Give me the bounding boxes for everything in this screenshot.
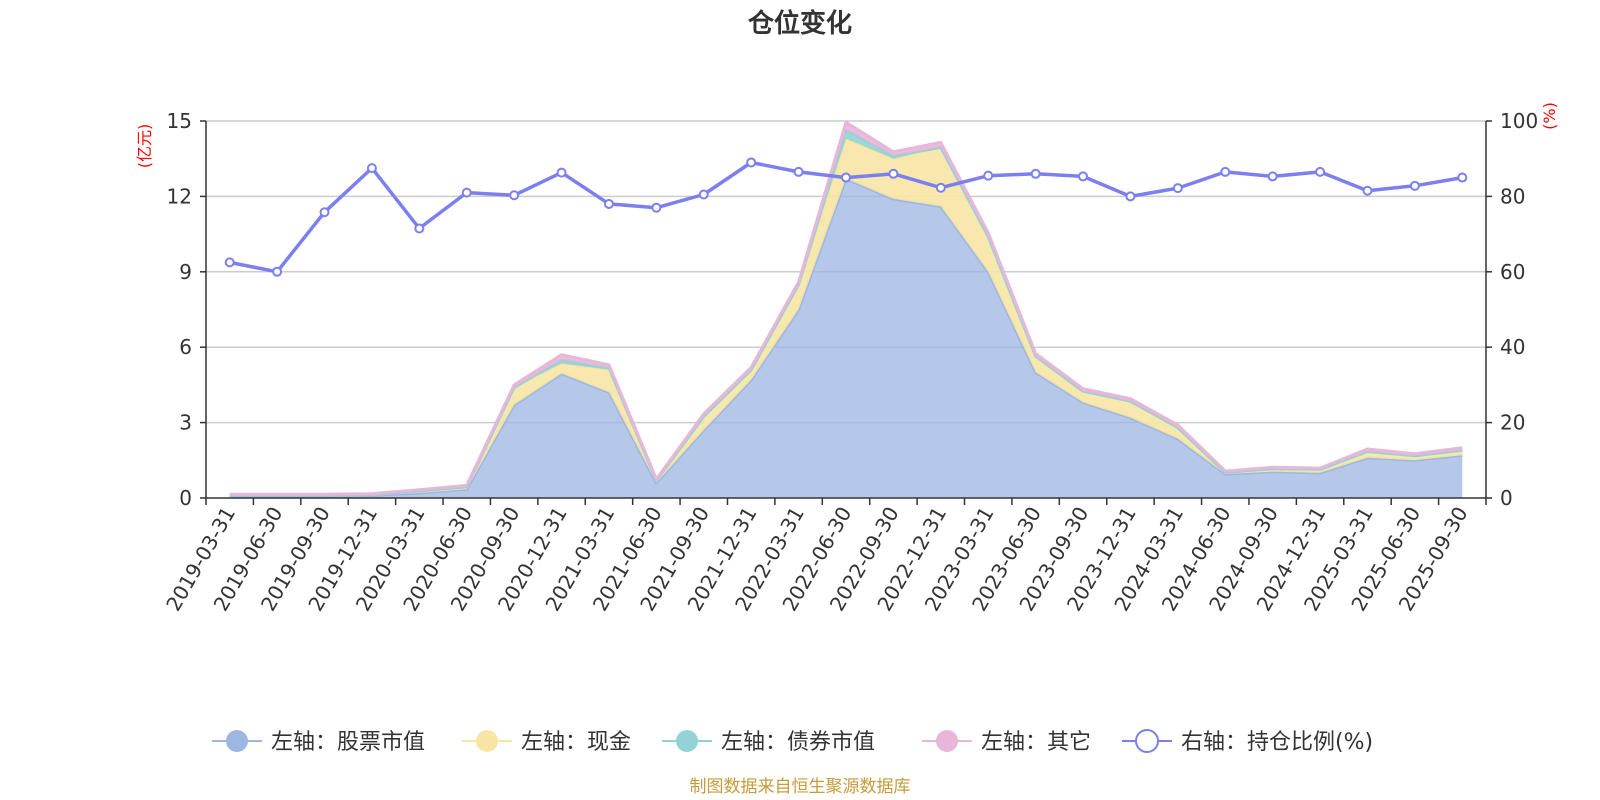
- ratio-point: [983, 170, 994, 181]
- ratio-point: [509, 190, 520, 201]
- chart-title: 仓位变化: [747, 8, 852, 39]
- ratio-line: [224, 157, 1468, 277]
- ratio-point: [1315, 166, 1326, 177]
- left-axis-tick-label: 3: [179, 411, 192, 435]
- right-axis-tick-label: 40: [1500, 335, 1525, 359]
- ratio-point: [224, 257, 235, 268]
- ratio-point: [461, 187, 472, 198]
- legend-item: 左轴：股票市值: [212, 730, 425, 755]
- legend-item: 右轴：持仓比例(%): [1122, 729, 1373, 755]
- legend-label: 左轴：债券市值: [721, 730, 875, 755]
- right-axis-unit-label: (%): [1540, 102, 1559, 130]
- legend-item: 左轴：其它: [922, 730, 1091, 755]
- legend-label: 右轴：持仓比例(%): [1181, 730, 1373, 755]
- ratio-point: [1409, 180, 1420, 191]
- area-series-edge: [229, 120, 1463, 496]
- legend-marker: [936, 730, 958, 752]
- ratio-point: [1078, 171, 1089, 182]
- right-axis-tick-label: 100: [1500, 109, 1538, 133]
- legend-marker: [676, 730, 698, 752]
- legend-marker: [476, 730, 498, 752]
- ratio-point: [651, 202, 662, 213]
- ratio-point: [1362, 185, 1373, 196]
- ratio-point: [1220, 166, 1231, 177]
- ratio-point: [935, 182, 946, 193]
- right-axis-tick-label: 60: [1500, 260, 1525, 284]
- ratio-point: [888, 168, 899, 179]
- legend-label: 左轴：其它: [981, 730, 1091, 755]
- ratio-point: [556, 167, 567, 178]
- legend-item: 左轴：债券市值: [662, 730, 875, 755]
- ratio-point: [841, 172, 851, 183]
- ratio-point: [272, 266, 283, 277]
- ratio-point: [1267, 171, 1278, 182]
- ratio-point: [366, 163, 377, 174]
- data-source-note: 制图数据来自恒生聚源数据库: [690, 777, 911, 797]
- ratio-point: [1125, 191, 1136, 202]
- ratio-point: [698, 189, 709, 200]
- ratio-point: [1457, 172, 1468, 183]
- left-axis-tick-label: 6: [179, 335, 192, 359]
- left-axis-tick-label: 9: [179, 260, 192, 284]
- ratio-point: [793, 166, 804, 177]
- legend-marker: [226, 730, 248, 752]
- ratio-point: [746, 157, 757, 168]
- right-axis-tick-label: 80: [1500, 184, 1525, 208]
- legend-marker: [1135, 729, 1159, 753]
- ratio-point: [319, 207, 330, 218]
- right-axis-tick-label: 0: [1500, 486, 1513, 510]
- ratio-point: [1172, 183, 1183, 194]
- left-axis-tick-label: 12: [167, 184, 192, 208]
- legend: 左轴：股票市值 左轴：现金 左轴：债券市值 左轴：其它 右轴：持仓比例(%): [212, 729, 1373, 755]
- left-axis-tick-label: 15: [167, 109, 192, 133]
- left-axis-tick-label: 0: [179, 486, 192, 510]
- ratio-point: [414, 223, 425, 234]
- ratio-point: [603, 198, 614, 209]
- legend-label: 左轴：股票市值: [271, 730, 425, 755]
- area-series: [229, 178, 1463, 499]
- legend-label: 左轴：现金: [521, 730, 631, 755]
- right-axis-tick-label: 20: [1500, 411, 1525, 435]
- left-axis-unit-label: (亿元): [135, 124, 154, 169]
- legend-item: 左轴：现金: [462, 730, 631, 755]
- ratio-point: [1030, 168, 1041, 179]
